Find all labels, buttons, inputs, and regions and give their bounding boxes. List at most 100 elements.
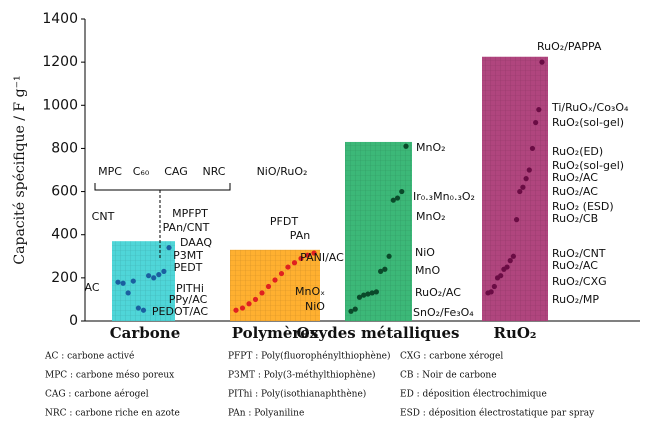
- point: [491, 283, 497, 290]
- point-label: RuO₂/PAPPA: [537, 40, 602, 53]
- point: [520, 184, 526, 190]
- y-tick-label: 800: [51, 140, 78, 156]
- point: [161, 268, 167, 274]
- point: [513, 217, 520, 223]
- point: [403, 143, 409, 149]
- point-label: PEDT: [174, 261, 203, 274]
- point: [488, 289, 494, 295]
- point: [373, 289, 379, 295]
- point-label: RuO₂/AC: [415, 286, 461, 299]
- group-box-grid: [482, 56, 548, 321]
- point: [252, 296, 259, 303]
- point-label: PFDT: [270, 215, 298, 228]
- point-label: C₆₀: [133, 165, 150, 178]
- point: [399, 188, 405, 195]
- point-label: NiO: [305, 300, 325, 313]
- point: [115, 279, 121, 285]
- point: [298, 255, 304, 262]
- point: [259, 290, 265, 296]
- point: [529, 145, 536, 152]
- point-label: AC: [84, 281, 99, 294]
- glossary-entry: PAn : Polyaniline: [228, 409, 304, 419]
- point-label: MnO₂: [416, 141, 446, 154]
- point: [382, 266, 388, 272]
- point: [311, 250, 317, 256]
- point-label: MPC: [98, 165, 122, 178]
- point: [166, 245, 172, 251]
- y-axis-label: Capacité spécifique / F g⁻¹: [12, 75, 28, 264]
- point-label: RuO₂(sol-gel): [552, 116, 624, 129]
- y-tick-label: 1000: [42, 97, 78, 113]
- point: [304, 252, 311, 258]
- point: [378, 268, 384, 274]
- group-label: Oxydes métalliques: [297, 324, 460, 342]
- point-label: RuO₂/MP: [552, 293, 599, 306]
- point: [369, 290, 375, 296]
- point-label: PAn/CNT: [163, 221, 210, 234]
- point-label: MnO₂: [416, 210, 446, 223]
- point: [233, 307, 239, 313]
- point: [348, 308, 354, 314]
- y-tick-label: 600: [51, 184, 78, 200]
- point: [504, 264, 510, 270]
- glossary-entry: CXG : carbone xérogel: [400, 351, 503, 362]
- point: [523, 176, 529, 182]
- point-label: RuO₂/CB: [552, 212, 598, 225]
- point-label: NiO: [415, 246, 435, 259]
- point: [390, 197, 396, 203]
- point: [507, 258, 513, 264]
- point-label: RuO₂/AC: [552, 259, 598, 272]
- point-label: RuO₂/CNT: [552, 247, 606, 260]
- glossary-entry: MPC : carbone méso poreux: [45, 370, 174, 381]
- group-box-grid: [345, 141, 412, 321]
- y-tick-label: 400: [51, 227, 78, 243]
- point: [272, 277, 278, 283]
- point: [146, 273, 152, 279]
- y-tick-label: 200: [51, 270, 78, 286]
- point-label: Ti/RuOₓ/Co₃O₄: [551, 101, 629, 114]
- glossary-entry: ED : déposition électrochimique: [400, 389, 547, 400]
- point: [510, 253, 517, 259]
- point-label: RuO₂ (ESD): [552, 200, 614, 213]
- point: [120, 280, 126, 286]
- point: [140, 307, 147, 313]
- glossary-entry: PFPT : Poly(fluorophénylthiophène): [228, 351, 391, 362]
- group-label: Carbone: [110, 324, 181, 342]
- glossary-entry: NRC : carbone riche en azote: [45, 409, 180, 419]
- point: [526, 167, 532, 173]
- point: [352, 306, 358, 312]
- glossary-entry: CAG : carbone aérogel: [45, 389, 149, 400]
- point-label: NiO/RuO₂: [257, 165, 308, 178]
- point-label: PAn: [290, 229, 310, 242]
- point: [125, 290, 131, 296]
- point: [517, 188, 523, 195]
- point-label: CAG: [164, 165, 188, 178]
- point-label: CNT: [92, 210, 115, 223]
- point-label: PANI/AC: [300, 251, 344, 264]
- glossary-entry: AC : carbone activé: [44, 351, 134, 362]
- point: [394, 195, 401, 201]
- point-label: RuO₂/CXG: [552, 275, 607, 288]
- point: [533, 119, 539, 126]
- point-label: NRC: [202, 165, 225, 178]
- glossary-entry: CB : Noir de carbone: [400, 371, 497, 381]
- point: [361, 292, 367, 298]
- point-label: RuO₂/AC: [552, 185, 598, 198]
- point-label: SnO₂/Fe₃O₄: [413, 306, 474, 319]
- point: [265, 283, 272, 290]
- point: [151, 275, 157, 281]
- point-label: RuO₂(ED): [552, 145, 603, 158]
- point-label: DAAQ: [180, 236, 212, 249]
- point: [365, 291, 371, 297]
- point: [498, 273, 504, 279]
- glossary-entry: PIThi : Poly(isothianaphthène): [228, 389, 366, 400]
- glossary-entry: ESD : déposition électrostatique par spr…: [400, 408, 595, 419]
- point: [239, 305, 246, 311]
- point-label: MnOₓ: [295, 285, 325, 298]
- point: [356, 294, 363, 300]
- point-label: Ir₀.₃Mn₀.₃O₂: [413, 190, 475, 203]
- point-label: PITHi: [176, 282, 204, 295]
- group-label: RuO₂: [493, 324, 536, 342]
- point: [246, 301, 252, 307]
